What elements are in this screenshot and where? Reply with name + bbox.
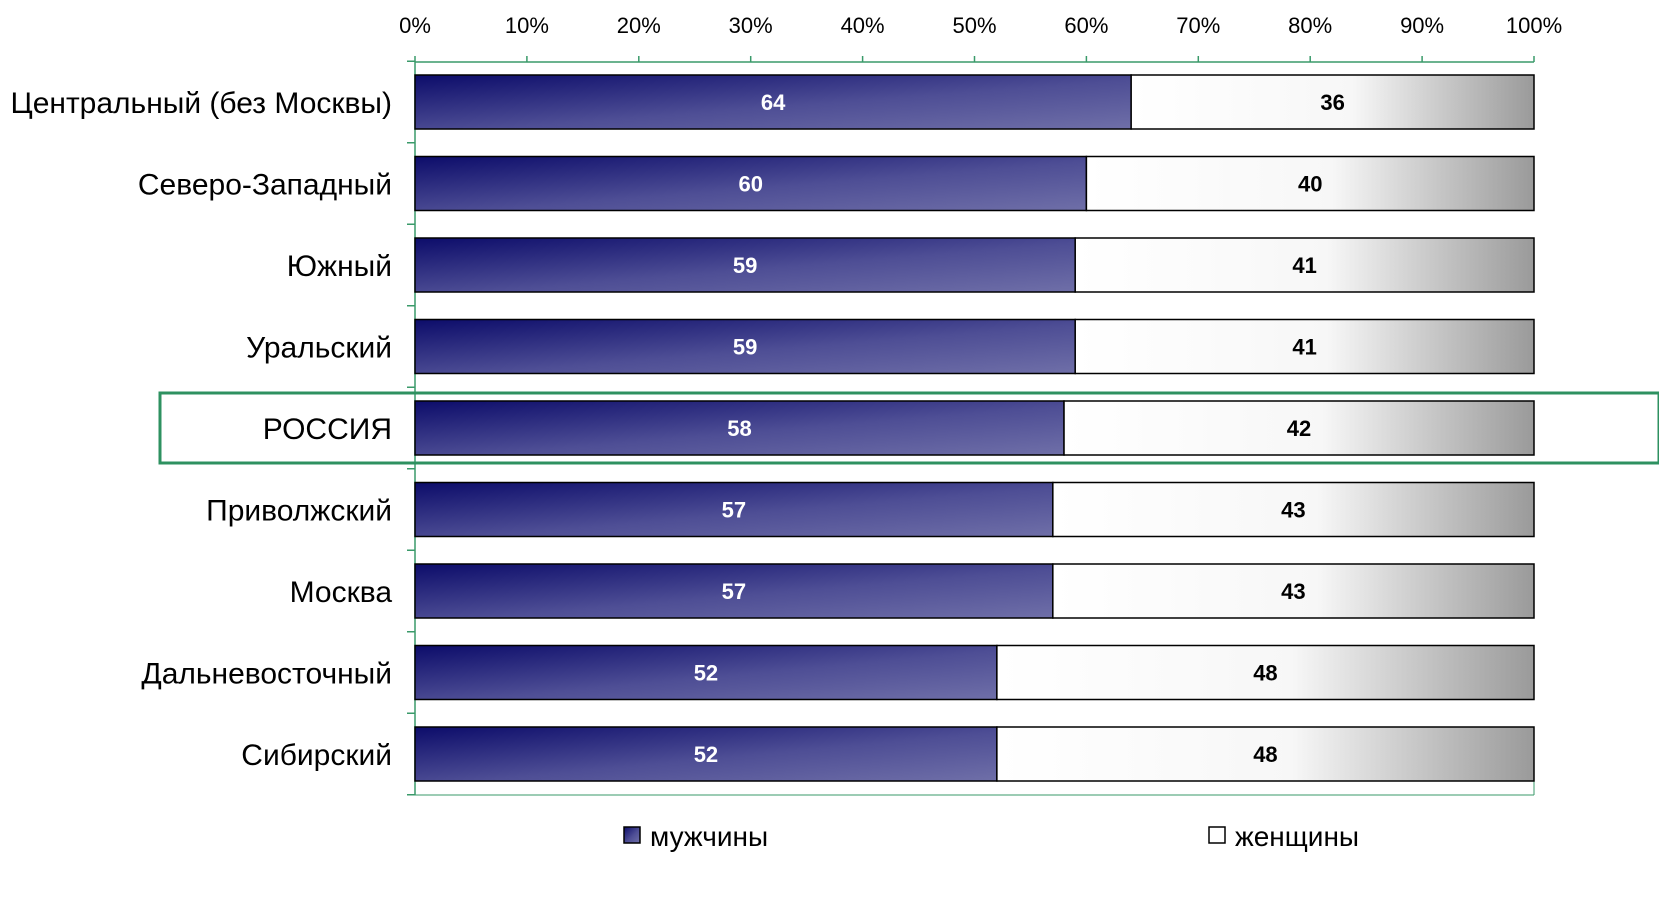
data-label-women: 41 (1292, 335, 1316, 360)
bar-women (1052, 481, 1535, 538)
bar-women (996, 726, 1535, 782)
bar-men (414, 563, 1054, 619)
bar-men (414, 74, 1132, 130)
x-tick-label: 0% (399, 13, 431, 38)
data-label-men: 59 (733, 253, 757, 278)
category-label: РОССИЯ (263, 413, 392, 446)
bar-women (1074, 237, 1535, 293)
x-tick-label: 100% (1506, 13, 1562, 38)
bar-women (1052, 563, 1535, 619)
data-label-men: 57 (722, 498, 746, 523)
category-label: Уральский (246, 332, 392, 365)
data-label-women: 43 (1281, 498, 1305, 523)
data-label-women: 48 (1253, 742, 1277, 767)
bar-men (414, 318, 1076, 375)
legend-label-men: мужчины (650, 821, 768, 852)
highlight-box (158, 391, 1659, 465)
category-label: Сибирский (241, 739, 392, 772)
category-label: Москва (290, 576, 393, 609)
x-tick-label: 40% (841, 13, 885, 38)
category-label: Южный (287, 250, 392, 283)
data-label-men: 57 (722, 579, 746, 604)
category-label: Приволжский (206, 495, 392, 528)
bar-women (1063, 400, 1535, 456)
legend-label-women: женщины (1235, 821, 1359, 852)
data-label-men: 52 (694, 742, 718, 767)
category-label: Дальневосточный (141, 658, 392, 691)
bar-women (1085, 155, 1535, 212)
data-label-women: 41 (1292, 253, 1316, 278)
legend-swatch-men (623, 826, 641, 844)
bar-women (1130, 74, 1535, 130)
x-tick-label: 60% (1064, 13, 1108, 38)
category-label: Центральный (без Москвы) (11, 87, 393, 120)
data-label-men: 60 (738, 172, 762, 197)
data-label-men: 58 (727, 416, 751, 441)
bar-men (414, 400, 1065, 456)
x-tick-label: 30% (729, 13, 773, 38)
data-label-women: 43 (1281, 579, 1305, 604)
x-tick-label: 80% (1288, 13, 1332, 38)
data-label-women: 36 (1320, 90, 1344, 115)
bar-men (414, 644, 998, 701)
x-tick-label: 50% (952, 13, 996, 38)
bar-women (1074, 318, 1535, 375)
data-label-women: 42 (1287, 416, 1311, 441)
bar-men (414, 726, 998, 782)
x-tick-label: 90% (1400, 13, 1444, 38)
data-label-women: 48 (1253, 661, 1277, 686)
data-label-women: 40 (1298, 172, 1322, 197)
bar-women (996, 644, 1535, 701)
bar-men (414, 155, 1088, 212)
category-label: Северо-Западный (138, 169, 392, 202)
data-label-men: 64 (761, 90, 786, 115)
data-label-men: 59 (733, 335, 757, 360)
x-tick-label: 20% (617, 13, 661, 38)
bar-men (414, 481, 1054, 538)
legend-swatch-women (1208, 826, 1226, 844)
data-label-men: 52 (694, 661, 718, 686)
x-tick-label: 70% (1176, 13, 1220, 38)
x-tick-label: 10% (505, 13, 549, 38)
